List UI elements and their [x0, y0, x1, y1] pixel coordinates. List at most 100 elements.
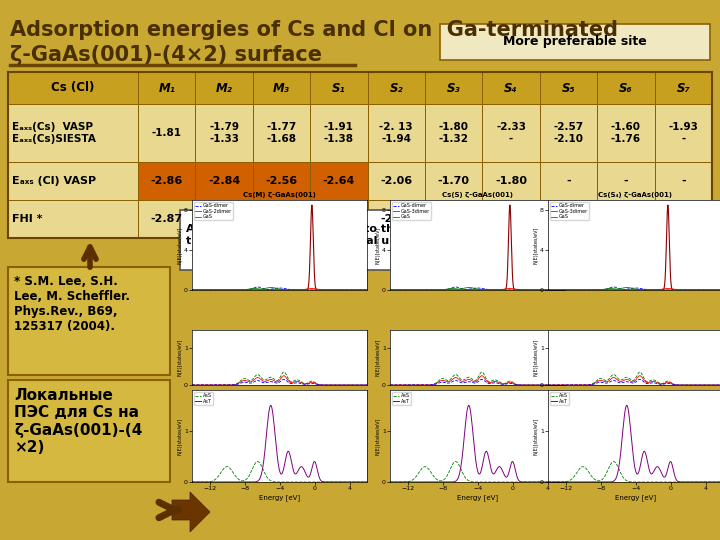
X-axis label: Energy [eV]: Energy [eV] [259, 494, 300, 501]
Text: -1.80: -1.80 [495, 176, 527, 186]
Bar [8, 72, 138, 104]
GaS [664, 285, 672, 292]
GaS-dimer [628, 285, 636, 292]
GaS-3dimer [648, 287, 657, 293]
AsS [719, 479, 720, 485]
Text: -: - [624, 176, 629, 186]
Bar [368, 162, 425, 200]
Bar [8, 267, 170, 375]
AsT [481, 450, 490, 456]
GaS-3dimer [386, 287, 395, 293]
GaS-dimer [272, 285, 281, 292]
AsS [292, 479, 301, 485]
GaS-dimer [490, 287, 499, 293]
Text: S₄: S₄ [504, 82, 518, 94]
Line: GaS-dimer: GaS-dimer [548, 287, 720, 290]
Text: M₁: M₁ [158, 82, 175, 94]
AsS [481, 479, 490, 485]
GaS-2dimer [188, 287, 197, 293]
Line: AsT: AsT [192, 406, 367, 482]
Bar [540, 72, 597, 104]
GaS-dimer [470, 285, 479, 292]
GaS [307, 285, 316, 292]
Text: -1.77
-1.68: -1.77 -1.68 [266, 122, 297, 144]
Text: S₇: S₇ [677, 82, 690, 94]
Y-axis label: N(E)[states/eV]: N(E)[states/eV] [178, 417, 183, 455]
Bar [310, 162, 368, 200]
GaS-dimer [557, 287, 565, 293]
GaS [331, 287, 340, 293]
Text: -1.79
-1.33: -1.79 -1.33 [209, 122, 239, 144]
Bar [654, 200, 712, 238]
GaS-3dimer [627, 285, 636, 292]
Bar [180, 210, 710, 270]
GaS-dimer [648, 287, 657, 293]
Bar [482, 162, 540, 200]
Bar [440, 24, 710, 60]
Text: M₂: M₂ [216, 82, 233, 94]
Bar [368, 200, 425, 238]
GaS [715, 287, 720, 293]
GaS-dimer [529, 287, 538, 293]
Text: -2.57
-2.10: -2.57 -2.10 [554, 122, 584, 144]
GaS-dimer [688, 287, 696, 293]
AsT [266, 402, 275, 409]
AsT [648, 470, 657, 477]
AsS [529, 479, 538, 485]
Bar [654, 162, 712, 200]
Title: Cs(S₄) ζ-GaAs(001): Cs(S₄) ζ-GaAs(001) [598, 192, 672, 198]
Text: More preferable site: More preferable site [503, 36, 647, 49]
Bar [310, 104, 368, 162]
GaS [688, 287, 696, 293]
GaS-3dimer [557, 287, 565, 293]
GaS-dimer [271, 285, 280, 292]
GaS-dimer [292, 287, 301, 293]
Bar [195, 72, 253, 104]
AsS [688, 479, 696, 485]
AsS [557, 479, 565, 485]
AsT [470, 447, 479, 453]
Text: -: - [566, 214, 571, 224]
AsT [628, 447, 636, 453]
Line: GaS: GaS [192, 288, 367, 290]
Line: AsS: AsS [192, 462, 367, 482]
Bar [138, 200, 195, 238]
GaS-3dimer [623, 284, 631, 291]
Bar [253, 162, 310, 200]
GaS [386, 287, 395, 293]
Bar [654, 104, 712, 162]
Line: GaS-dimer: GaS-dimer [390, 287, 565, 290]
Bar [597, 104, 654, 162]
GaS [292, 287, 300, 293]
GaS [529, 287, 538, 293]
GaS [719, 287, 720, 293]
Text: -2.74: -2.74 [208, 214, 240, 224]
GaS-dimer [639, 286, 647, 292]
GaS-dimer [469, 285, 478, 292]
GaS-dimer [451, 284, 460, 290]
GaS-2dimer [292, 287, 301, 293]
GaS [359, 287, 367, 293]
Text: -: - [681, 176, 685, 186]
GaS [561, 287, 570, 293]
Text: -2.87: -2.87 [150, 214, 183, 224]
Bar [195, 162, 253, 200]
GaS-dimer [331, 287, 340, 293]
Legend: AsS, AsT: AsS, AsT [392, 393, 410, 405]
AsT [464, 402, 473, 409]
GaS-dimer [253, 284, 262, 290]
AsT [292, 470, 301, 477]
AsT [529, 479, 538, 485]
Text: -: - [566, 176, 571, 186]
AsT [561, 479, 570, 485]
Bar [195, 200, 253, 238]
Line: GaS-3dimer: GaS-3dimer [390, 287, 565, 290]
GaS [648, 287, 657, 293]
Text: S₃: S₃ [447, 82, 461, 94]
Line: GaS-dimer: GaS-dimer [192, 287, 367, 290]
AsT [272, 447, 281, 453]
AsS [253, 458, 262, 465]
AsT [363, 479, 372, 485]
GaS-3dimer [529, 287, 538, 293]
Y-axis label: N(E)[states/eV]: N(E)[states/eV] [375, 226, 380, 264]
